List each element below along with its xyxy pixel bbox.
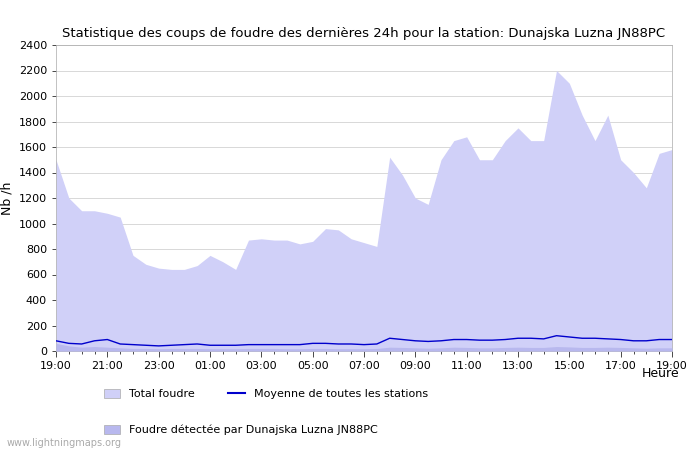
Title: Statistique des coups de foudre des dernières 24h pour la station: Dunajska Luzn: Statistique des coups de foudre des dern… [62,27,666,40]
Text: Heure: Heure [641,367,679,380]
Y-axis label: Nb /h: Nb /h [0,181,13,215]
Legend: Foudre détectée par Dunajska Luzna JN88PC: Foudre détectée par Dunajska Luzna JN88P… [104,425,378,436]
Text: www.lightningmaps.org: www.lightningmaps.org [7,438,122,448]
Legend: Total foudre, Moyenne de toutes les stations: Total foudre, Moyenne de toutes les stat… [104,389,428,400]
